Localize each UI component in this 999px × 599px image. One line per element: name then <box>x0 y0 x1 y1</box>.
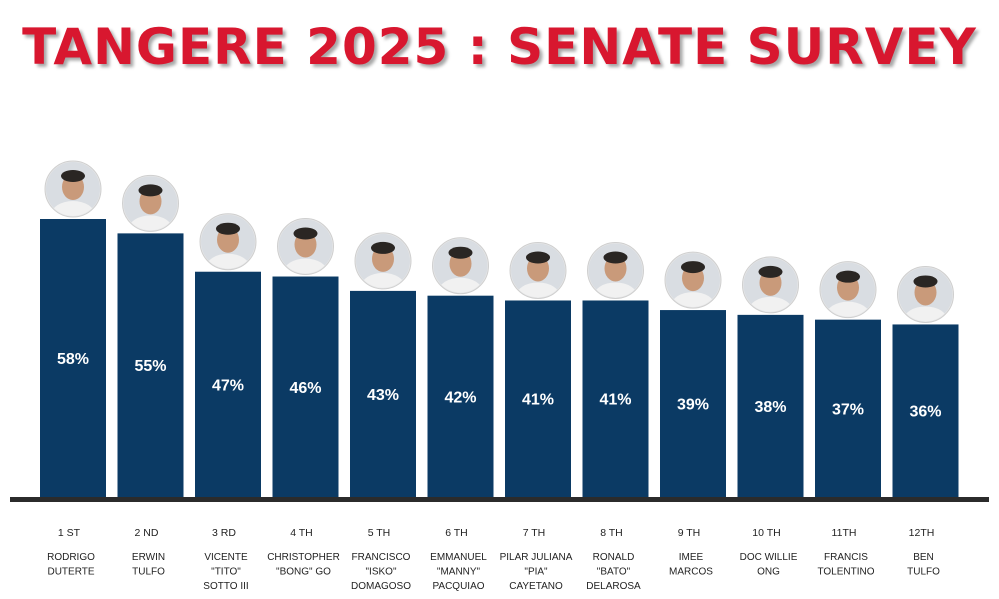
candidate-name-label: PACQUIAO <box>432 581 484 592</box>
candidate-name-label: "BONG" GO <box>276 567 331 578</box>
candidate-portrait-7 <box>509 241 567 299</box>
rank-label: 11TH <box>832 527 857 539</box>
candidate-name-label: BEN <box>913 552 934 563</box>
candidate-portrait-2 <box>122 174 179 232</box>
candidate-name-label: FRANCIS <box>824 552 868 563</box>
rank-label: 3 RD <box>212 527 236 539</box>
candidate-name-label: CHRISTOPHER <box>267 552 340 563</box>
rank-label: 2 ND <box>135 527 159 539</box>
labels-layer: 1 ST RODRIGO DUTERTE 2 ND ERWIN TULFO 3 RD VICE… <box>47 527 940 592</box>
bar-value-label: 39% <box>677 397 709 414</box>
bar-value-label: 37% <box>832 401 864 418</box>
rank-label: 4 TH <box>290 527 313 539</box>
bar-11 <box>815 319 881 497</box>
rank-label: 12TH <box>909 527 935 539</box>
candidate-name-label: MARCOS <box>669 567 713 578</box>
bar-3 <box>195 271 261 497</box>
candidate-name-label: FRANCISCO <box>352 552 411 563</box>
bar-value-label: 36% <box>909 404 941 421</box>
candidate-name-label: "BATO" <box>597 567 631 578</box>
bar-value-label: 41% <box>599 392 631 409</box>
bar-8 <box>582 300 649 497</box>
bars-layer: 58% 55% 47% 46% 43% 42% 41% 41% 39% 38% 37% 36% <box>40 160 959 497</box>
bar-1 <box>40 219 106 497</box>
candidate-name-label: "PIA" <box>524 567 548 578</box>
candidate-name-label: DUTERTE <box>47 567 94 578</box>
candidate-name-label: "ISKO" <box>366 567 397 578</box>
rank-label: 6 TH <box>445 527 468 539</box>
bar-value-label: 55% <box>134 358 166 375</box>
candidate-name-label: "TITO" <box>211 567 241 578</box>
candidate-name-label: "MANNY" <box>437 567 481 578</box>
candidate-name-label: SOTTO III <box>203 581 248 592</box>
candidate-name-label: ONG <box>757 567 780 578</box>
bar-value-label: 58% <box>57 351 89 368</box>
candidate-portrait-11 <box>819 261 877 319</box>
bar-value-label: 38% <box>754 399 786 416</box>
candidate-portrait-5 <box>354 232 412 290</box>
candidate-portrait-9 <box>664 251 722 309</box>
bar-9 <box>660 310 726 497</box>
bar-4 <box>272 276 339 497</box>
candidate-portrait-12 <box>897 265 954 323</box>
bar-value-label: 47% <box>212 377 244 394</box>
candidate-name-label: VICENTE <box>204 552 248 563</box>
candidate-name-label: CAYETANO <box>509 581 563 592</box>
rank-label: 7 TH <box>523 527 546 539</box>
rank-label: 10 TH <box>752 527 780 539</box>
rank-label: 5 TH <box>368 527 391 539</box>
candidate-name-label: DOC WILLIE <box>740 552 798 563</box>
bar-value-label: 42% <box>444 389 476 406</box>
bar-value-label: 46% <box>289 380 321 397</box>
rank-label: 8 TH <box>600 527 623 539</box>
candidate-portrait-3 <box>199 213 257 271</box>
bar-6 <box>427 295 494 497</box>
candidate-portrait-10 <box>742 256 799 314</box>
candidate-portrait-8 <box>587 241 644 299</box>
candidate-portrait-1 <box>44 160 102 218</box>
candidate-name-label: TULFO <box>132 567 165 578</box>
rank-label: 9 TH <box>678 527 701 539</box>
candidate-name-label: ERWIN <box>132 552 165 563</box>
bar-12 <box>892 324 959 497</box>
bar-2 <box>117 233 184 497</box>
bar-7 <box>505 300 571 497</box>
candidate-portrait-4 <box>277 218 334 276</box>
bar-10 <box>737 314 804 497</box>
candidate-name-label: IMEE <box>679 552 704 563</box>
bar-value-label: 41% <box>522 392 554 409</box>
rank-label: 1 ST <box>58 527 81 539</box>
candidate-name-label: DOMAGOSO <box>351 581 411 592</box>
bar-value-label: 43% <box>367 387 399 404</box>
candidate-name-label: PILAR JULIANA <box>500 552 573 563</box>
candidate-name-label: DELAROSA <box>586 581 641 592</box>
candidate-portrait-6 <box>432 237 489 295</box>
candidate-name-label: RONALD <box>593 552 635 563</box>
candidate-name-label: TULFO <box>907 567 940 578</box>
candidate-name-label: RODRIGO <box>47 552 95 563</box>
bar-5 <box>350 290 416 497</box>
candidate-name-label: EMMANUEL <box>430 552 487 563</box>
chart-title: TANGERE 2025 : SENATE SURVEY <box>22 18 977 76</box>
candidate-name-label: TOLENTINO <box>817 567 874 578</box>
